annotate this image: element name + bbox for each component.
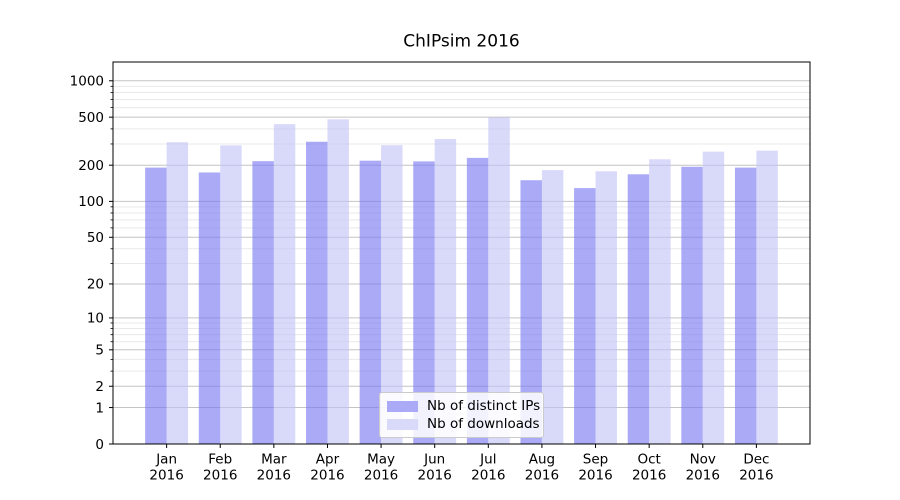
y-tick-label: 50 [87, 230, 104, 246]
y-tick-label: 500 [78, 110, 104, 126]
bar-distinct-ips-apr [306, 141, 328, 444]
y-tick-label: 200 [78, 158, 104, 174]
y-tick-label: 100 [78, 194, 104, 210]
y-tick-label: 0 [95, 437, 104, 453]
x-tick-label: Jan 2016 [149, 452, 183, 484]
legend-item-downloads: Nb of downloads [387, 416, 540, 433]
bar-downloads-dec [756, 150, 778, 444]
legend: Nb of distinct IPs Nb of downloads [379, 392, 544, 438]
bar-distinct-ips-mar [252, 161, 274, 444]
bar-downloads-aug [541, 170, 564, 444]
x-tick-label: Aug 2016 [525, 452, 559, 484]
x-tick-label: Apr 2016 [310, 452, 344, 484]
bar-downloads-mar [273, 124, 296, 444]
x-tick-label: Dec 2016 [739, 452, 773, 484]
plot-border [112, 61, 811, 445]
bar-downloads-nov [702, 151, 725, 444]
bar-downloads-jul [488, 117, 510, 444]
y-tick-label: 10 [87, 311, 104, 327]
bar-distinct-ips-jul [466, 157, 489, 444]
y-tick-label: 1 [95, 400, 104, 416]
bar-downloads-sep [595, 171, 617, 444]
x-tick-label: Nov 2016 [686, 452, 720, 484]
bar-distinct-ips-feb [198, 172, 221, 444]
y-tick-label: 1000 [70, 74, 104, 90]
x-tick-label: May 2016 [364, 452, 398, 484]
bar-downloads-feb [220, 145, 242, 444]
x-tick-label: Jul 2016 [471, 452, 505, 484]
bars [145, 117, 778, 445]
bar-distinct-ips-oct [627, 174, 650, 444]
y-tick-label: 5 [95, 343, 104, 359]
bar-downloads-oct [649, 159, 671, 444]
bar-downloads-apr [327, 119, 349, 444]
y-tick-label: 2 [95, 379, 104, 395]
bar-downloads-jun [434, 138, 457, 444]
bar-distinct-ips-sep [574, 188, 596, 444]
x-tick-label: Mar 2016 [257, 452, 291, 484]
bar-distinct-ips-nov [681, 166, 703, 444]
x-tick-label: Oct 2016 [632, 452, 666, 484]
y-tick-label: 20 [87, 277, 104, 293]
legend-label-downloads: Nb of downloads [427, 416, 540, 432]
bar-distinct-ips-may [359, 160, 382, 445]
axes: 0 1 2 5 10 20 50 100 200 500 1000 Jan 2016 Feb 2016 Mar… [70, 61, 811, 484]
bar-downloads-may [381, 145, 403, 445]
bar-distinct-ips-dec [734, 167, 757, 444]
legend-swatch-distinct-ips [387, 401, 418, 412]
bar-distinct-ips-jun [413, 161, 435, 444]
legend-swatch-downloads [387, 419, 418, 430]
legend-label-distinct-ips: Nb of distinct IPs [427, 398, 541, 414]
x-tick-label: Sep 2016 [578, 452, 612, 484]
legend-item-distinct-ips: Nb of distinct IPs [387, 398, 540, 415]
x-tick-label: Feb 2016 [203, 452, 237, 484]
chart-title: ChIPsim 2016 [403, 32, 519, 52]
bar-distinct-ips-jan [145, 167, 167, 444]
bar-downloads-jan [166, 142, 189, 444]
bar-distinct-ips-aug [520, 180, 542, 444]
x-tick-label: Jun 2016 [418, 452, 452, 484]
